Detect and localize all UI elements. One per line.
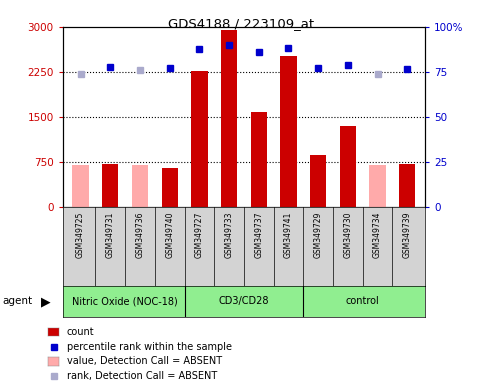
Bar (369, 165, 386, 207)
Text: GSM349725: GSM349725 (76, 211, 85, 258)
Text: GSM349737: GSM349737 (254, 211, 263, 258)
Text: GSM349733: GSM349733 (225, 211, 234, 258)
Text: GSM349741: GSM349741 (284, 211, 293, 258)
Bar (221, 30, 237, 207)
Bar (340, 126, 356, 207)
Text: agent: agent (2, 296, 32, 306)
Bar (161, 168, 178, 207)
Text: GSM349734: GSM349734 (373, 211, 382, 258)
Text: GSM349739: GSM349739 (403, 211, 412, 258)
Bar (191, 71, 208, 207)
Bar (399, 164, 415, 207)
Bar (102, 164, 118, 207)
Text: GSM349727: GSM349727 (195, 211, 204, 258)
Text: count: count (67, 327, 94, 337)
Text: rank, Detection Call = ABSENT: rank, Detection Call = ABSENT (67, 371, 217, 381)
Text: GSM349731: GSM349731 (106, 211, 115, 258)
Text: GSM349740: GSM349740 (165, 211, 174, 258)
Text: GSM349730: GSM349730 (343, 211, 352, 258)
Text: GDS4188 / 223109_at: GDS4188 / 223109_at (169, 17, 314, 30)
Text: CD3/CD28: CD3/CD28 (219, 296, 269, 306)
Bar (72, 165, 89, 207)
Bar (132, 165, 148, 207)
Text: percentile rank within the sample: percentile rank within the sample (67, 342, 232, 352)
Text: ▶: ▶ (41, 295, 51, 308)
Text: Nitric Oxide (NOC-18): Nitric Oxide (NOC-18) (72, 296, 178, 306)
Text: control: control (346, 296, 380, 306)
Bar (280, 56, 297, 207)
Bar (310, 155, 327, 207)
Text: GSM349729: GSM349729 (313, 211, 323, 258)
Text: GSM349736: GSM349736 (136, 211, 144, 258)
Text: value, Detection Call = ABSENT: value, Detection Call = ABSENT (67, 356, 222, 366)
Bar (251, 112, 267, 207)
